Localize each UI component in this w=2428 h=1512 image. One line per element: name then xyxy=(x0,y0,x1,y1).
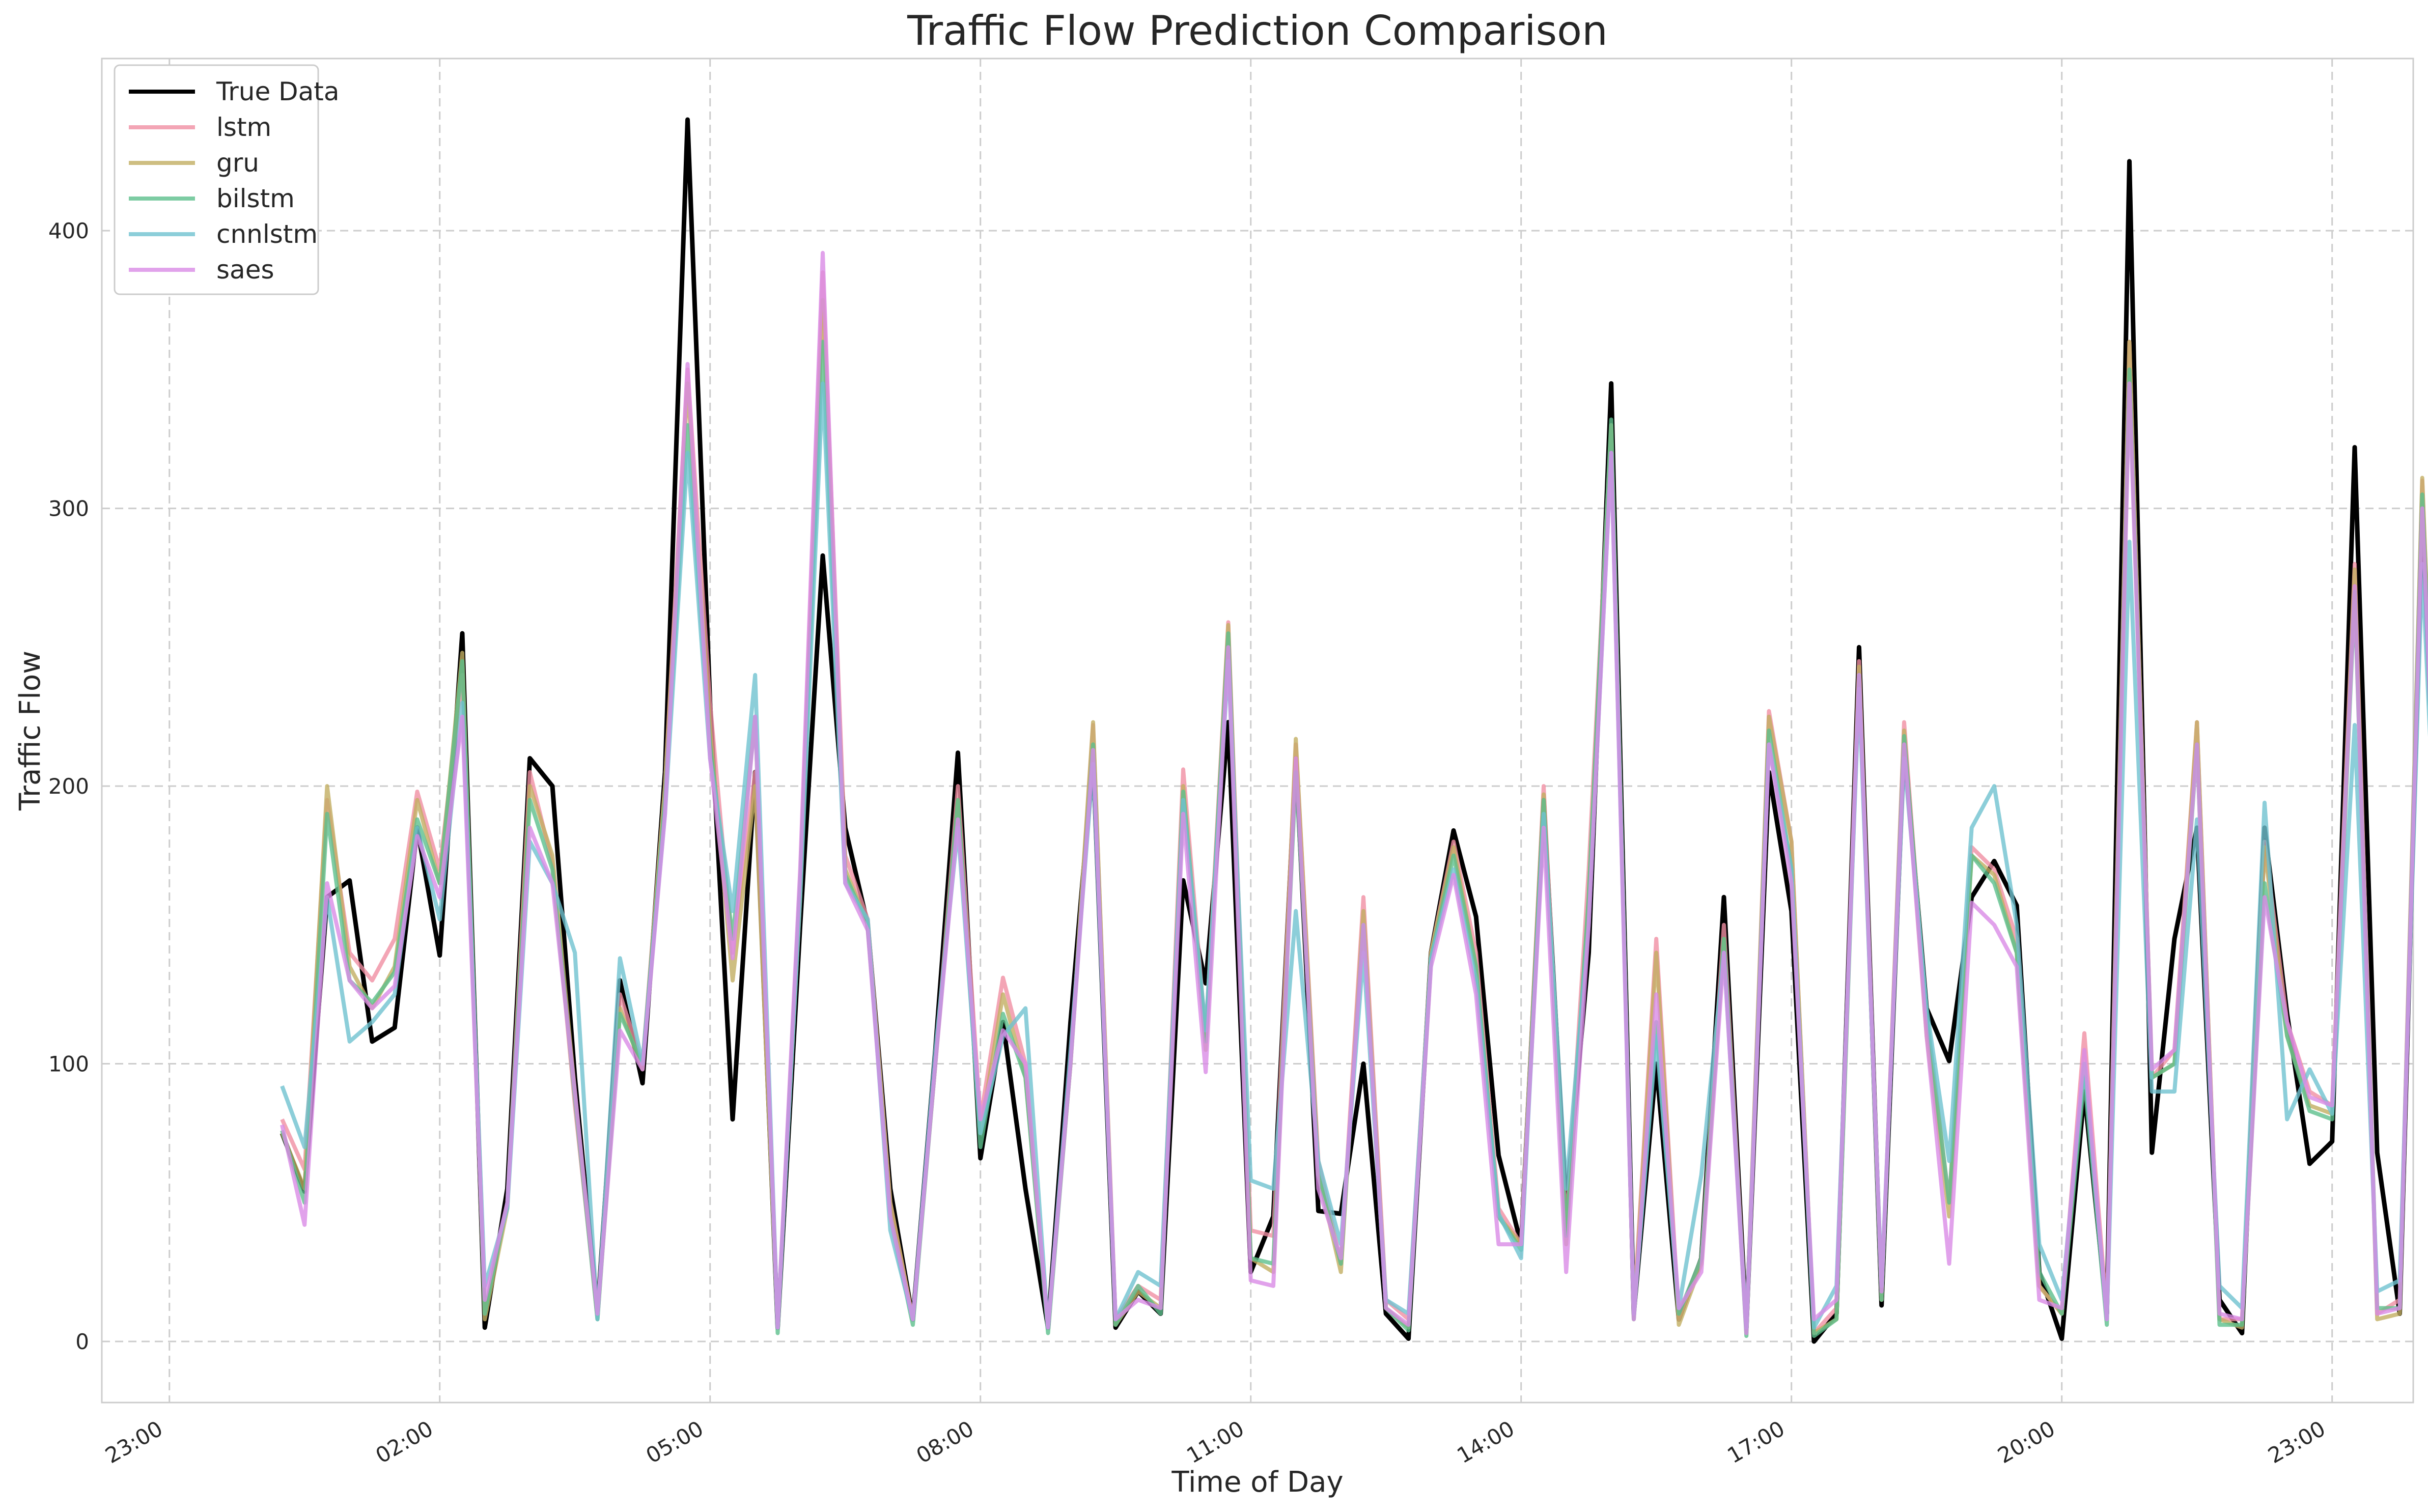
legend-label: cnnlstm xyxy=(216,219,318,249)
y-tick-label: 200 xyxy=(48,774,89,799)
y-axis-label: Traffic Flow xyxy=(14,651,47,811)
legend-label: True Data xyxy=(216,77,339,106)
legend-label: lstm xyxy=(216,113,271,142)
y-tick-label: 0 xyxy=(75,1329,89,1354)
y-tick-label: 300 xyxy=(48,496,89,521)
grid-lines xyxy=(102,59,2413,1403)
legend-box xyxy=(114,64,319,295)
x-axis-label: Time of Day xyxy=(1171,1466,1343,1499)
legend-label: saes xyxy=(216,255,274,285)
series-lines xyxy=(280,117,2428,1344)
y-tick-label: 100 xyxy=(48,1052,89,1077)
chart-title: Traffic Flow Prediction Comparison xyxy=(907,7,1608,54)
series-line-saes xyxy=(280,250,2428,1335)
y-tick-label: 400 xyxy=(48,218,89,243)
legend: True Data lstm gru bilstm cnnlstm saes xyxy=(114,64,339,295)
plot-frame xyxy=(101,58,2414,1404)
legend-label: bilstm xyxy=(216,184,295,213)
legend-label: gru xyxy=(216,148,259,178)
